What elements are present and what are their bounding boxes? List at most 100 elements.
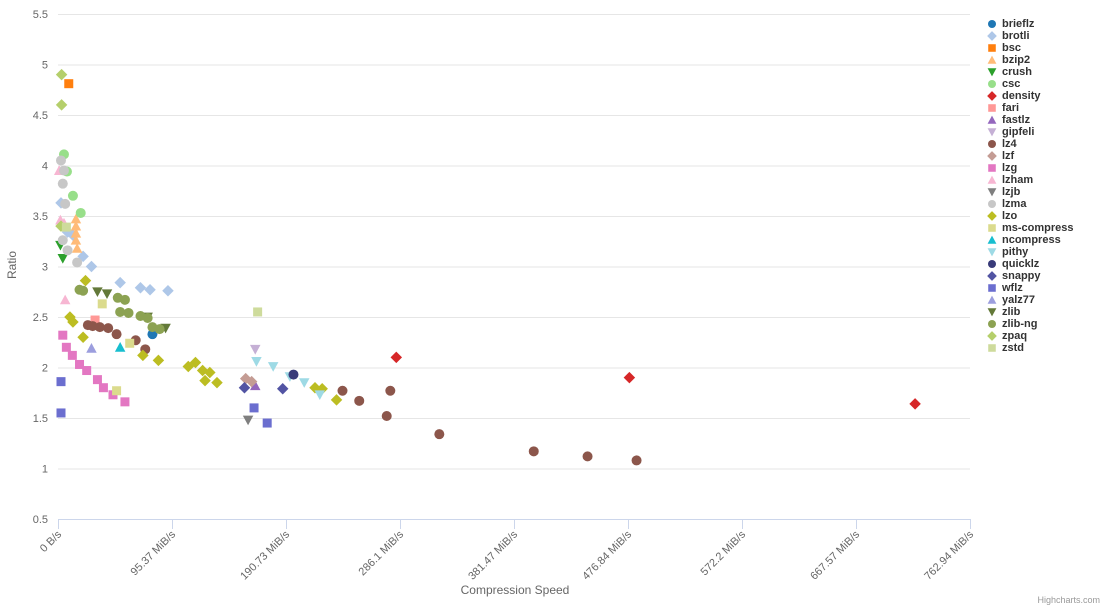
data-point-snappy[interactable]: [238, 381, 251, 394]
data-point-lzjb[interactable]: [242, 415, 254, 426]
data-point-lzma[interactable]: [58, 165, 69, 176]
legend-item-lzg[interactable]: lzg: [986, 162, 1074, 174]
legend-item-quicklz[interactable]: quicklz: [986, 258, 1074, 270]
data-point-lzf[interactable]: [245, 375, 258, 388]
data-point-quicklz[interactable]: [288, 369, 299, 380]
data-point-lzo[interactable]: [199, 374, 211, 387]
data-point-lz4[interactable]: [528, 446, 539, 457]
data-point-zlib[interactable]: [101, 289, 113, 300]
data-point-yalz77[interactable]: [86, 343, 97, 353]
legend-item-fastlz[interactable]: fastlz: [986, 114, 1074, 126]
legend-item-csc[interactable]: csc: [986, 78, 1074, 90]
data-point-wflz[interactable]: [56, 408, 66, 418]
data-point-pithy[interactable]: [251, 357, 262, 367]
legend-item-zlib-ng[interactable]: zlib-ng: [986, 318, 1074, 330]
data-point-lzma[interactable]: [72, 257, 83, 268]
data-point-lzo[interactable]: [204, 366, 216, 379]
data-point-lzo[interactable]: [137, 349, 149, 362]
data-point-density[interactable]: [390, 351, 403, 364]
legend-item-density[interactable]: density: [986, 90, 1074, 102]
legend-item-crush[interactable]: crush: [986, 66, 1074, 78]
data-point-zlib-ng[interactable]: [78, 285, 89, 296]
legend-item-lzham[interactable]: lzham: [986, 174, 1074, 186]
legend-item-ms-compress[interactable]: ms-compress: [986, 222, 1074, 234]
data-point-gipfeli[interactable]: [249, 344, 261, 355]
data-point-lz4[interactable]: [94, 322, 105, 333]
legend-item-gipfeli[interactable]: gipfeli: [986, 126, 1074, 138]
data-point-lz4[interactable]: [103, 323, 114, 334]
legend-item-ncompress[interactable]: ncompress: [986, 234, 1074, 246]
data-point-zlib-ng[interactable]: [154, 324, 165, 335]
data-point-lzma[interactable]: [57, 178, 68, 189]
data-point-lzo[interactable]: [67, 316, 79, 328]
data-point-bzip2[interactable]: [70, 234, 82, 245]
data-point-zpaq[interactable]: [55, 99, 68, 111]
data-point-zlib-ng[interactable]: [123, 307, 134, 318]
data-point-lzg[interactable]: [92, 375, 102, 385]
data-point-csc[interactable]: [67, 190, 78, 201]
legend-item-zpaq[interactable]: zpaq: [986, 330, 1074, 342]
data-point-lzo[interactable]: [152, 354, 165, 367]
data-point-density[interactable]: [909, 398, 921, 410]
data-point-bzip2[interactable]: [70, 220, 82, 231]
legend-item-zlib[interactable]: zlib: [986, 306, 1074, 318]
highcharts-credit[interactable]: Highcharts.com: [1037, 595, 1100, 605]
legend-item-lzf[interactable]: lzf: [986, 150, 1074, 162]
data-point-wflz[interactable]: [249, 403, 259, 413]
data-point-density[interactable]: [623, 371, 636, 384]
data-point-lzma[interactable]: [62, 245, 73, 256]
legend-item-bsc[interactable]: bsc: [986, 42, 1074, 54]
data-point-pithy[interactable]: [298, 378, 310, 388]
data-point-wflz[interactable]: [262, 418, 272, 428]
data-point-bzip2[interactable]: [70, 227, 82, 238]
legend-item-lzo[interactable]: lzo: [986, 210, 1074, 222]
data-point-bzip2[interactable]: [70, 213, 82, 224]
legend-item-pithy[interactable]: pithy: [986, 246, 1074, 258]
data-point-lz4[interactable]: [385, 385, 396, 396]
data-point-lz4[interactable]: [111, 329, 122, 340]
data-point-brotli[interactable]: [134, 281, 147, 294]
data-point-lz4[interactable]: [582, 451, 593, 462]
data-point-brotli[interactable]: [162, 284, 174, 297]
data-point-zlib[interactable]: [92, 287, 103, 297]
data-point-brotli[interactable]: [85, 260, 98, 273]
data-point-zlib-ng[interactable]: [119, 294, 130, 305]
legend-item-lzjb[interactable]: lzjb: [986, 186, 1074, 198]
legend-item-snappy[interactable]: snappy: [986, 270, 1074, 282]
data-point-lzo[interactable]: [211, 376, 223, 389]
data-point-lzo[interactable]: [189, 356, 202, 369]
data-point-lzma[interactable]: [55, 155, 66, 166]
data-point-ms-compress[interactable]: [112, 386, 122, 396]
data-point-lzo[interactable]: [330, 394, 343, 406]
data-point-brotli[interactable]: [114, 276, 126, 289]
legend-item-lzma[interactable]: lzma: [986, 198, 1074, 210]
legend-item-zstd[interactable]: zstd: [986, 342, 1074, 354]
legend-item-fari[interactable]: fari: [986, 102, 1074, 114]
data-point-lzg[interactable]: [58, 330, 68, 340]
legend-item-wflz[interactable]: wflz: [986, 282, 1074, 294]
data-point-lzo[interactable]: [77, 331, 89, 343]
data-point-brieflz[interactable]: [147, 329, 158, 340]
data-point-wflz[interactable]: [56, 377, 66, 387]
data-point-crush[interactable]: [57, 254, 69, 264]
data-point-snappy[interactable]: [276, 382, 289, 395]
data-point-lzg[interactable]: [67, 350, 77, 360]
data-point-brotli[interactable]: [144, 283, 156, 296]
data-point-ms-compress[interactable]: [125, 338, 135, 348]
data-point-lz4[interactable]: [381, 410, 392, 421]
data-point-csc[interactable]: [75, 207, 86, 218]
legend-item-brotli[interactable]: brotli: [986, 30, 1074, 42]
data-point-lzg[interactable]: [120, 397, 130, 407]
data-point-bsc[interactable]: [64, 79, 74, 89]
data-point-zstd[interactable]: [253, 307, 263, 317]
data-point-lzg[interactable]: [82, 366, 92, 376]
data-point-lz4[interactable]: [434, 429, 445, 440]
data-point-pithy[interactable]: [314, 390, 326, 401]
legend-item-yalz77[interactable]: yalz77: [986, 294, 1074, 306]
data-point-lzg[interactable]: [61, 342, 71, 352]
data-point-bzip2[interactable]: [71, 243, 83, 253]
data-point-lzg[interactable]: [75, 359, 85, 369]
data-point-lzma[interactable]: [57, 235, 68, 246]
data-point-zlib-ng[interactable]: [115, 306, 126, 317]
data-point-lz4[interactable]: [354, 395, 365, 406]
